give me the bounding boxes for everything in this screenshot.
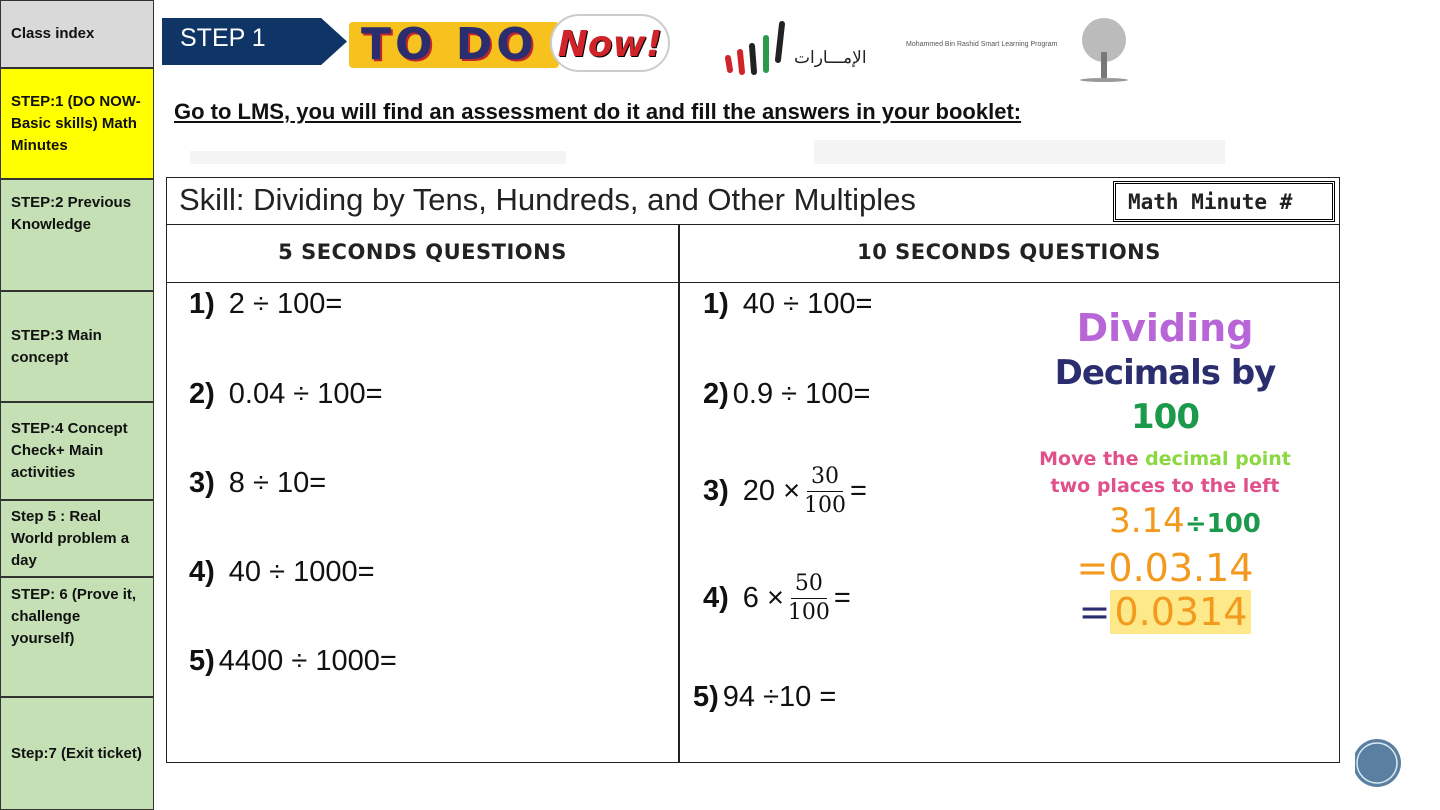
step-banner: STEP 1: [162, 18, 347, 65]
poster-example-3: = 0.0314: [1030, 590, 1300, 634]
question-5s-2: 2) 0.04 ÷ 100=: [189, 378, 383, 410]
sidebar-item-step1[interactable]: STEP:1 (DO NOW-Basic skills) Math Minute…: [0, 68, 154, 179]
sidebar-item-step7[interactable]: Step:7 (Exit ticket): [0, 697, 154, 810]
question-10s-3: 3) 20 × 30 100 =: [703, 464, 867, 518]
question-5s-1: 1) 2 ÷ 100=: [189, 288, 343, 320]
column-divider: [678, 225, 680, 762]
fraction: 30 100: [804, 464, 847, 518]
poster-rule: Move the decimal point: [1039, 448, 1291, 470]
math-minute-worksheet: Skill: Dividing by Tens, Hundreds, and O…: [166, 177, 1340, 763]
sidebar-item-step4[interactable]: STEP:4 Concept Check+ Main activities: [0, 402, 154, 500]
question-5s-4: 4) 40 ÷ 1000=: [189, 556, 375, 588]
question-10s-4: 4) 6 × 50 100 =: [703, 571, 851, 625]
sidebar-item-step2[interactable]: STEP:2 Previous Knowledge: [0, 179, 154, 291]
sidebar-item-label: STEP:3 Main concept: [11, 326, 102, 366]
sidebar-item-label: STEP:1 (DO NOW-Basic skills) Math Minute…: [11, 92, 141, 154]
class-index-sidebar: Class index STEP:1 (DO NOW-Basic skills)…: [0, 0, 154, 810]
navigation-circle-button[interactable]: [1355, 735, 1403, 791]
sidebar-item-label: Step 5 : Real World problem a day: [11, 507, 130, 569]
fraction: 50 100: [787, 571, 830, 625]
question-10s-1: 1) 40 ÷ 100=: [703, 288, 873, 320]
skill-text: Skill: Dividing by Tens, Hundreds, and O…: [179, 182, 916, 217]
todo-banner: TO DO: [349, 22, 559, 68]
skill-title: Skill: Dividing by Tens, Hundreds, and O…: [167, 178, 1339, 225]
sidebar-item-step6[interactable]: STEP: 6 (Prove it, challenge yourself): [0, 577, 154, 697]
uae-logo-text: الإمـــارات: [794, 48, 867, 67]
placeholder-bar: [190, 151, 566, 164]
now-bubble: Now!: [550, 14, 670, 72]
sidebar-item-label: STEP:2 Previous Knowledge: [11, 194, 132, 233]
dividing-decimals-poster: Dividing Decimals by 100 Move the decima…: [1030, 305, 1300, 634]
sidebar-item-class-index[interactable]: Class index: [0, 0, 154, 68]
sidebar-item-label: STEP:4 Concept Check+ Main activities: [11, 420, 128, 481]
mbrslp-logo-text: Mohammed Bin Rashid Smart Learning Progr…: [906, 41, 1058, 48]
poster-example-2: =0.03.14: [1076, 546, 1254, 590]
poster-subtitle: Decimals by 100: [1054, 353, 1277, 437]
question-5s-5: 5) 4400 ÷ 1000=: [189, 645, 397, 677]
placeholder-bar: [814, 140, 1225, 164]
uae-flag-stripes-icon: [725, 21, 785, 75]
question-10s-5: 5) 94 ÷10 =: [693, 681, 837, 713]
sidebar-item-label: Class index: [11, 25, 95, 42]
column-header-5-seconds: 5 SECONDS QUESTIONS: [167, 225, 678, 283]
column-header-10-seconds: 10 SECONDS QUESTIONS: [679, 225, 1339, 283]
sidebar-item-step5[interactable]: Step 5 : Real World problem a day: [0, 500, 154, 577]
poster-rule-2: two places to the left: [1050, 475, 1280, 497]
sidebar-item-label: Step:7 (Exit ticket): [11, 744, 142, 762]
tree-logo-icon: [1080, 18, 1128, 82]
question-5s-3: 3) 8 ÷ 10=: [189, 467, 327, 499]
instruction-text: Go to LMS, you will find an assessment d…: [174, 99, 1022, 124]
question-10s-2: 2) 0.9 ÷ 100=: [703, 378, 871, 410]
uae-logo: الإمـــارات: [722, 20, 897, 75]
poster-title: Dividing: [1076, 306, 1254, 350]
poster-example-1: 3.14÷100: [1109, 501, 1261, 541]
sidebar-item-label: STEP: 6 (Prove it, challenge yourself): [11, 586, 137, 647]
math-minute-badge: Math Minute #: [1113, 181, 1335, 222]
sidebar-item-step3[interactable]: STEP:3 Main concept: [0, 291, 154, 402]
